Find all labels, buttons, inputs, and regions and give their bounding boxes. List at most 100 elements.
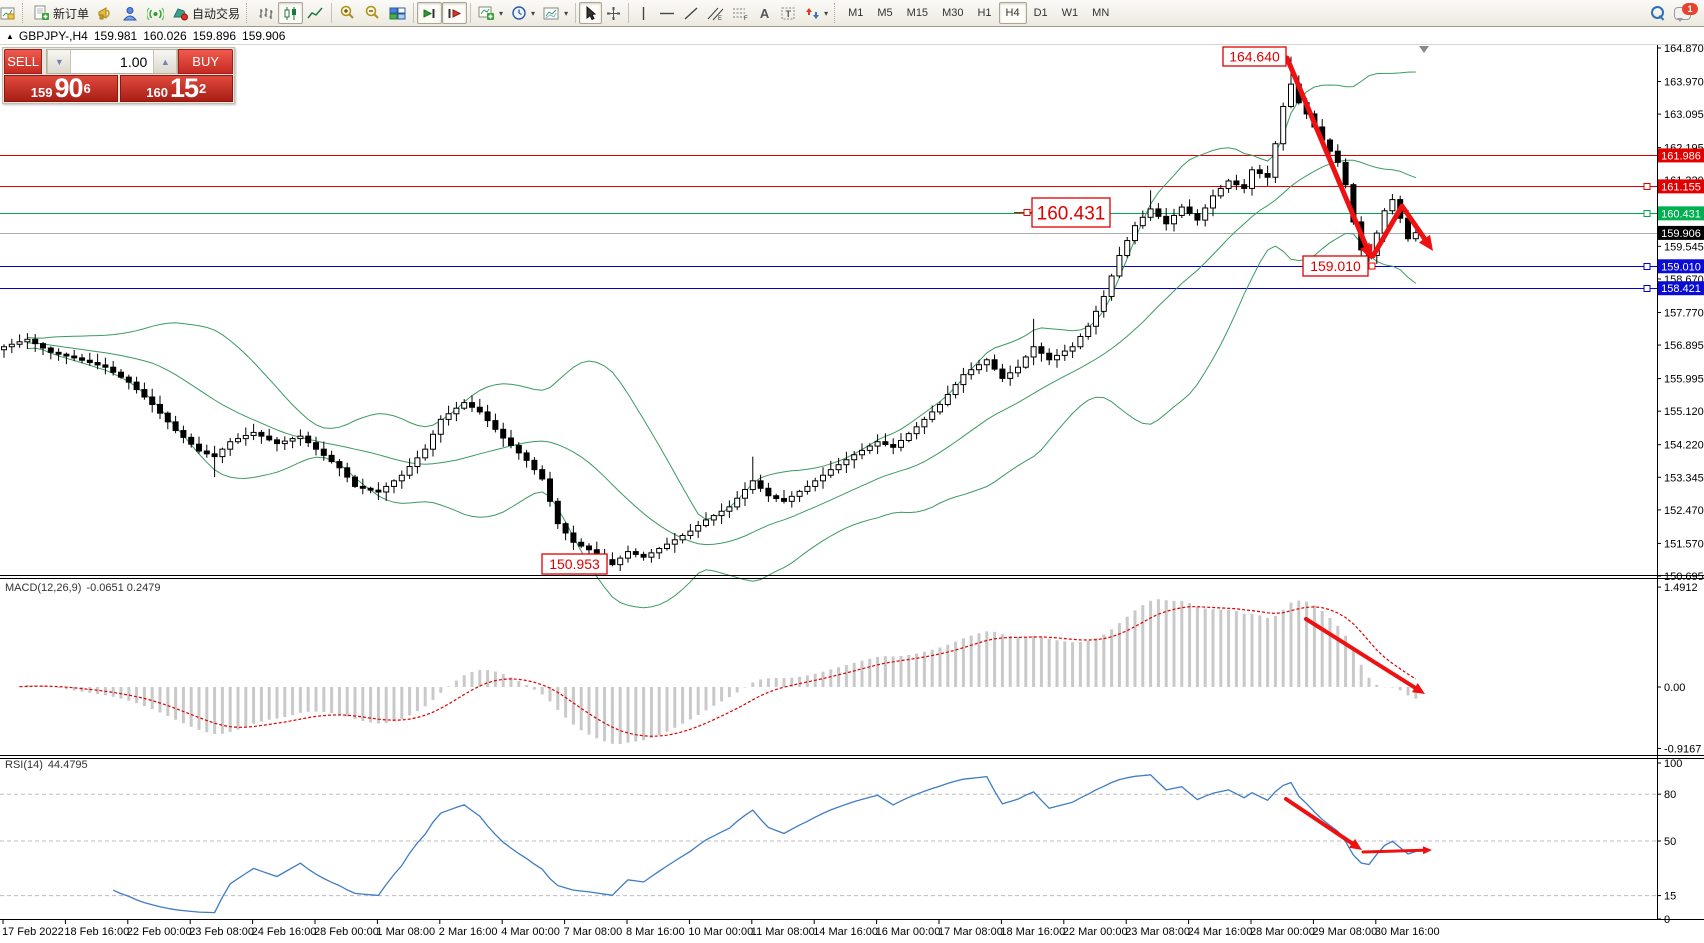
period-button-m1[interactable]: M1 — [848, 7, 864, 19]
candle-up — [788, 495, 795, 502]
volume-increase-button[interactable]: ▲ — [153, 50, 178, 73]
macd-label: MACD(12,26,9) -0.0651 0.2479 — [5, 582, 161, 594]
time-axis-label: 11 Mar 08:00 — [751, 926, 815, 938]
templates-button[interactable]: ▾ — [539, 2, 572, 24]
panel-borders — [0, 44, 1704, 920]
hline-handle — [1643, 183, 1651, 190]
clock-icon — [512, 6, 526, 20]
indicators-button[interactable]: ▾ — [474, 2, 507, 24]
fibonacci-tool-button[interactable]: F — [728, 2, 753, 24]
bollinger-middle — [27, 159, 1416, 546]
candle-down — [211, 453, 218, 458]
volume-input[interactable] — [71, 50, 154, 73]
text-tool-button[interactable]: A — [759, 5, 770, 21]
candle-up — [1225, 180, 1232, 189]
period-button-mn[interactable]: MN — [1092, 7, 1110, 19]
candle-up — [1116, 254, 1123, 277]
horn-icon — [98, 6, 110, 19]
rsi-scale-label: 50 — [1664, 836, 1676, 848]
candle-down — [1334, 150, 1341, 163]
text-label-tool-button[interactable]: T — [776, 2, 801, 24]
price-tick-label: 153.345 — [1664, 472, 1704, 484]
candle-down — [1046, 352, 1053, 361]
periods-button[interactable]: ▾ — [507, 2, 539, 24]
candle-up — [1124, 240, 1131, 256]
crosshair-tool-button[interactable] — [602, 2, 625, 24]
macd-values: -0.0651 0.2479 — [86, 582, 161, 594]
trendline-tool-button[interactable] — [679, 2, 703, 24]
candle-down — [86, 359, 93, 364]
candle-up — [851, 454, 858, 461]
time-axis-label: 22 Mar 00:00 — [1063, 926, 1128, 938]
annotations-layer: 164.640 160.431 159.010 150.953 — [541, 46, 1433, 855]
bar-chart-button[interactable] — [253, 2, 278, 24]
autotrading-button[interactable]: 自动交易 — [168, 2, 244, 24]
candle-up — [437, 418, 444, 435]
line-chart-button[interactable] — [303, 2, 328, 24]
period-button-m30[interactable]: M30 — [942, 7, 964, 19]
channel-tool-button[interactable]: E — [703, 2, 728, 24]
candle-up — [445, 413, 452, 420]
tile-windows-button[interactable] — [385, 2, 410, 24]
bollinger-bands — [27, 71, 1417, 609]
auto-scroll-button[interactable] — [417, 2, 443, 24]
candle-down — [344, 467, 351, 478]
zoom-out-button[interactable] — [360, 2, 385, 24]
notifications-button[interactable]: 1 — [1670, 2, 1698, 24]
candle-up — [406, 466, 413, 476]
svg-text:E: E — [718, 16, 722, 21]
period-button-h1[interactable]: H1 — [977, 7, 992, 19]
search-button[interactable] — [1646, 2, 1670, 24]
collapse-triangle-icon: ▲ — [6, 31, 14, 41]
candle-down — [1233, 180, 1240, 186]
sell-price-button[interactable]: 159 90 6 — [4, 75, 118, 102]
person-icon — [123, 6, 138, 20]
buy-price-button[interactable]: 160 15 2 — [119, 75, 233, 102]
trend-arrow-head — [1422, 846, 1432, 855]
chart-shift-button[interactable] — [442, 2, 468, 24]
candle-up — [710, 515, 717, 521]
period-button-w1[interactable]: W1 — [1061, 7, 1079, 19]
candle-down — [547, 478, 553, 502]
arrows-tool-button[interactable]: ▾ — [801, 2, 832, 24]
price-callout-text: 160.431 — [1037, 203, 1106, 224]
time-axis-label: 8 Mar 16:00 — [626, 926, 685, 938]
candle-up — [250, 431, 257, 437]
alerts-button[interactable] — [93, 2, 118, 24]
candlestick-chart-button[interactable] — [278, 2, 304, 24]
period-button-m5[interactable]: M5 — [877, 7, 893, 19]
price-tick-label: 163.970 — [1664, 77, 1704, 89]
time-axis-label: 10 Mar 00:00 — [688, 926, 753, 938]
signals-button[interactable] — [143, 2, 168, 24]
period-button-m15[interactable]: M15 — [906, 7, 929, 19]
buy-button[interactable]: BUY — [178, 49, 233, 74]
period-button-h4[interactable]: H4 — [998, 2, 1027, 24]
volume-decrease-button[interactable]: ▼ — [47, 50, 72, 73]
symbol-info-bar[interactable]: ▲ GBPJPY-,H4 159.981 160.026 159.896 159… — [0, 28, 1704, 44]
candle-down — [164, 412, 171, 423]
time-axis-label: 1 Mar 08:00 — [376, 926, 435, 938]
price-badge — [1658, 148, 1704, 163]
candle-up — [422, 448, 429, 459]
new-order-button[interactable]: 新订单 — [29, 2, 93, 24]
candle-up — [1108, 275, 1115, 297]
zoom-in-button[interactable] — [335, 2, 360, 24]
candle-up — [820, 474, 826, 482]
market-button[interactable] — [118, 2, 143, 24]
candle-down — [305, 435, 312, 444]
sell-button[interactable]: SELL — [4, 49, 43, 74]
candle-down — [523, 452, 530, 461]
cursor-tool-button[interactable] — [579, 2, 603, 24]
candle-up — [656, 547, 663, 554]
candle-down — [157, 403, 163, 414]
candle-up — [1147, 208, 1154, 218]
chart-window-button[interactable] — [0, 2, 20, 24]
candle-down — [586, 545, 592, 551]
vertical-line-tool-button[interactable] — [632, 2, 655, 24]
horizontal-line-tool-button[interactable] — [655, 2, 679, 24]
candle-down — [352, 476, 358, 487]
candle-up — [1085, 325, 1092, 337]
period-button-d1[interactable]: D1 — [1033, 7, 1048, 19]
candle-up — [671, 539, 678, 545]
